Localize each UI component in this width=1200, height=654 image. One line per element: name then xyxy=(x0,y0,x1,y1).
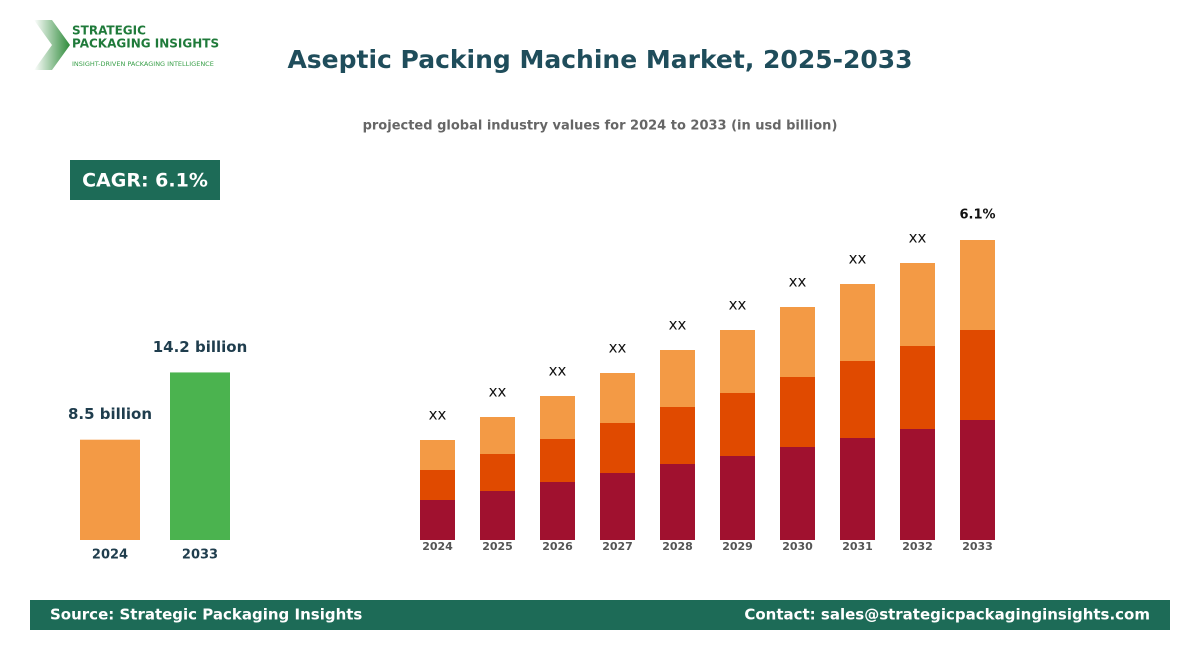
x-tick-label: 2030 xyxy=(782,540,813,553)
bar-segment xyxy=(840,438,875,540)
logo-mark xyxy=(34,20,70,70)
bar-segment xyxy=(900,346,935,429)
total-label: xx xyxy=(729,296,747,314)
total-label: xx xyxy=(549,362,567,380)
bar-segment xyxy=(540,482,575,540)
bar-segment xyxy=(660,464,695,540)
value-label: 14.2 billion xyxy=(153,338,248,356)
total-label: xx xyxy=(429,406,447,424)
bar-segment xyxy=(600,473,635,540)
footer-bar xyxy=(30,600,1170,630)
bar-segment xyxy=(480,454,515,491)
x-tick-label: 2025 xyxy=(482,540,513,553)
total-label: xx xyxy=(849,250,867,268)
bar-segment xyxy=(840,284,875,361)
bar-segment xyxy=(480,491,515,540)
bar-segment xyxy=(600,373,635,423)
bar-segment xyxy=(960,420,995,540)
bar-segment xyxy=(720,393,755,456)
bar-segment xyxy=(420,470,455,500)
footer-source: Source: Strategic Packaging Insights xyxy=(50,606,362,624)
total-label: xx xyxy=(669,316,687,334)
bar-segment xyxy=(960,330,995,420)
x-tick-label: 2029 xyxy=(722,540,753,553)
logo-text: PACKAGING INSIGHTS xyxy=(72,37,219,51)
bar-segment xyxy=(780,377,815,447)
bar-segment xyxy=(780,447,815,540)
x-tick-label: 2033 xyxy=(962,540,993,553)
logo-text: STRATEGIC xyxy=(72,24,146,38)
bar xyxy=(80,439,140,540)
bar-segment xyxy=(540,439,575,482)
total-label: 6.1% xyxy=(959,208,995,223)
x-tick-label: 2032 xyxy=(902,540,933,553)
total-label: xx xyxy=(489,383,507,401)
x-tick-label: 2024 xyxy=(92,548,128,563)
bar-segment xyxy=(720,330,755,393)
x-tick-label: 2024 xyxy=(422,540,453,553)
logo-tagline: INSIGHT-DRIVEN PACKAGING INTELLIGENCE xyxy=(72,60,214,68)
chart-title: Aseptic Packing Machine Market, 2025-203… xyxy=(287,45,912,74)
subtitle: projected global industry values for 202… xyxy=(363,119,838,134)
x-tick-label: 2031 xyxy=(842,540,873,553)
bar-segment xyxy=(540,396,575,439)
total-label: xx xyxy=(789,273,807,291)
badge-text: CAGR: 6.1% xyxy=(82,170,208,192)
x-tick-label: 2027 xyxy=(602,540,633,553)
bar-segment xyxy=(480,417,515,454)
x-tick-label: 2026 xyxy=(542,540,573,553)
x-tick-label: 2028 xyxy=(662,540,693,553)
bar-segment xyxy=(960,240,995,330)
value-label: 8.5 billion xyxy=(68,405,152,423)
badge xyxy=(70,160,220,200)
bar-segment xyxy=(900,263,935,346)
bar-segment xyxy=(660,407,695,464)
bar-segment xyxy=(420,440,455,470)
bar-segment xyxy=(420,500,455,540)
bar-segment xyxy=(840,361,875,438)
x-tick-label: 2033 xyxy=(182,548,218,563)
bar xyxy=(170,372,230,540)
bar-segment xyxy=(720,456,755,540)
footer-contact: Contact: sales@strategicpackaginginsight… xyxy=(744,606,1150,624)
bar-segment xyxy=(600,423,635,473)
total-label: xx xyxy=(609,339,627,357)
bar-segment xyxy=(660,350,695,407)
bar-segment xyxy=(780,307,815,377)
total-label: xx xyxy=(909,229,927,247)
bar-segment xyxy=(900,429,935,540)
